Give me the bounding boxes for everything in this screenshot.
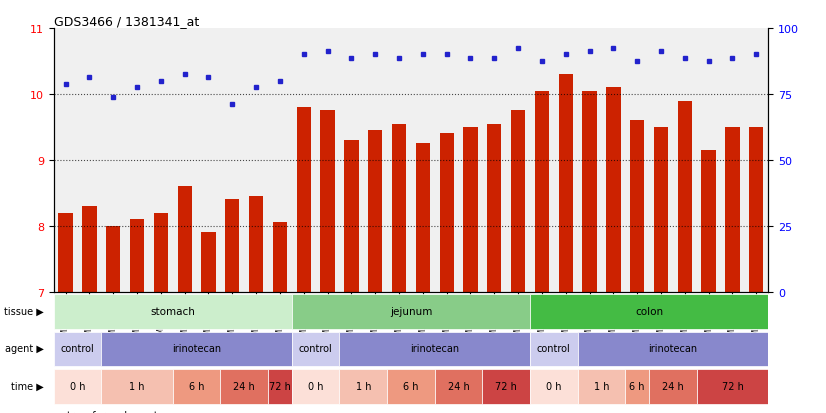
Bar <box>677 101 692 292</box>
Text: transformed count: transformed count <box>67 410 158 413</box>
Text: irinotecan: irinotecan <box>172 343 221 354</box>
Bar <box>463 128 477 292</box>
Bar <box>297 108 311 292</box>
FancyBboxPatch shape <box>530 294 768 329</box>
Bar <box>558 75 573 292</box>
Bar <box>368 131 382 292</box>
Text: jejunum: jejunum <box>390 306 432 316</box>
Text: control: control <box>60 343 94 354</box>
FancyBboxPatch shape <box>268 369 292 404</box>
Text: agent ▶: agent ▶ <box>5 343 44 354</box>
FancyBboxPatch shape <box>292 332 339 366</box>
FancyBboxPatch shape <box>387 369 434 404</box>
Text: 6 h: 6 h <box>189 381 204 391</box>
FancyBboxPatch shape <box>625 369 649 404</box>
FancyBboxPatch shape <box>339 369 387 404</box>
FancyBboxPatch shape <box>530 332 577 366</box>
Bar <box>487 124 501 292</box>
Text: GDS3466 / 1381341_at: GDS3466 / 1381341_at <box>54 15 199 28</box>
Bar <box>54 411 61 413</box>
Text: 72 h: 72 h <box>496 381 517 391</box>
Text: 6 h: 6 h <box>403 381 419 391</box>
FancyBboxPatch shape <box>339 332 530 366</box>
Bar <box>439 134 453 292</box>
Bar <box>178 187 192 292</box>
Text: time ▶: time ▶ <box>12 381 44 391</box>
Text: control: control <box>299 343 333 354</box>
Text: stomach: stomach <box>150 306 195 316</box>
Text: 24 h: 24 h <box>234 381 255 391</box>
FancyBboxPatch shape <box>577 332 768 366</box>
FancyBboxPatch shape <box>173 369 221 404</box>
FancyBboxPatch shape <box>434 369 482 404</box>
FancyBboxPatch shape <box>54 332 102 366</box>
Bar <box>83 206 97 292</box>
Text: colon: colon <box>635 306 663 316</box>
Text: 24 h: 24 h <box>448 381 469 391</box>
Text: 0 h: 0 h <box>69 381 85 391</box>
FancyBboxPatch shape <box>54 294 292 329</box>
FancyBboxPatch shape <box>649 369 696 404</box>
Text: 6 h: 6 h <box>629 381 645 391</box>
Bar <box>320 111 335 292</box>
Bar <box>511 111 525 292</box>
FancyBboxPatch shape <box>482 369 530 404</box>
Bar <box>392 124 406 292</box>
Text: 24 h: 24 h <box>662 381 684 391</box>
Bar <box>273 223 287 292</box>
FancyBboxPatch shape <box>102 369 173 404</box>
Bar <box>106 226 121 292</box>
Bar <box>154 213 168 292</box>
Bar <box>225 200 240 292</box>
FancyBboxPatch shape <box>292 294 530 329</box>
Text: 1 h: 1 h <box>355 381 371 391</box>
Text: 0 h: 0 h <box>308 381 324 391</box>
FancyBboxPatch shape <box>102 332 292 366</box>
Text: 1 h: 1 h <box>130 381 145 391</box>
FancyBboxPatch shape <box>530 369 577 404</box>
Text: 0 h: 0 h <box>546 381 562 391</box>
Text: 72 h: 72 h <box>722 381 743 391</box>
Bar <box>606 88 620 292</box>
FancyBboxPatch shape <box>577 369 625 404</box>
Bar <box>130 220 145 292</box>
Bar <box>415 144 430 292</box>
Bar <box>725 128 739 292</box>
Bar <box>534 91 549 292</box>
Bar <box>59 213 73 292</box>
Bar <box>582 91 596 292</box>
Bar <box>630 121 644 292</box>
Text: tissue ▶: tissue ▶ <box>4 306 44 316</box>
FancyBboxPatch shape <box>696 369 768 404</box>
Bar <box>249 197 263 292</box>
Bar <box>701 151 716 292</box>
Text: control: control <box>537 343 571 354</box>
Bar <box>202 233 216 292</box>
Text: 72 h: 72 h <box>269 381 291 391</box>
FancyBboxPatch shape <box>221 369 268 404</box>
Text: irinotecan: irinotecan <box>411 343 459 354</box>
Text: 1 h: 1 h <box>594 381 610 391</box>
Bar <box>344 141 358 292</box>
Bar <box>749 128 763 292</box>
FancyBboxPatch shape <box>292 369 339 404</box>
FancyBboxPatch shape <box>54 369 102 404</box>
Bar <box>654 128 668 292</box>
Text: irinotecan: irinotecan <box>648 343 697 354</box>
